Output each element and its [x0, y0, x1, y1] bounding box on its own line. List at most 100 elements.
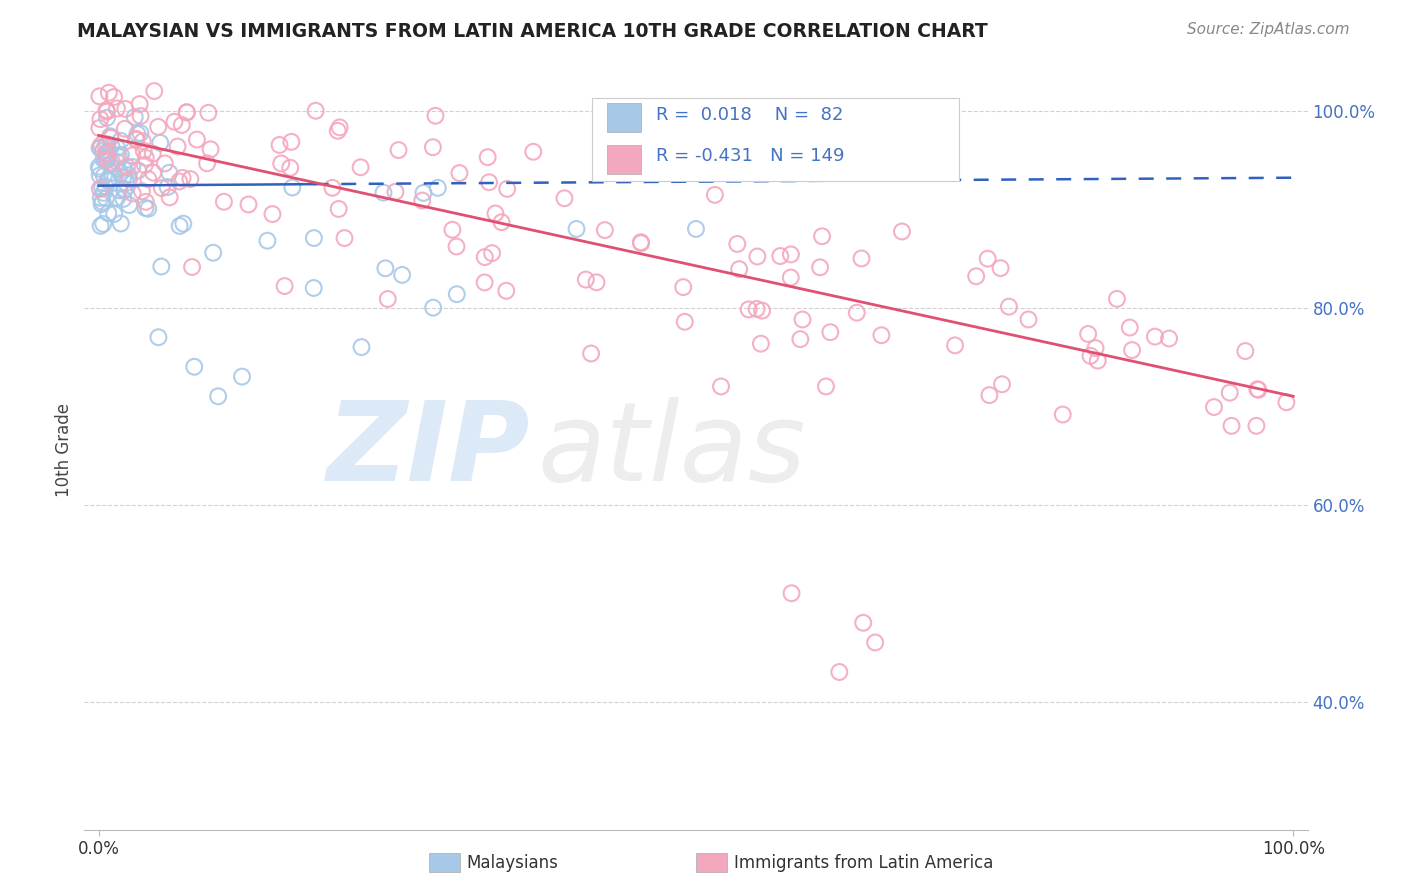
Point: [195, 156, 218, 170]
Point: [91, 180, 114, 194]
Point: [181, 260, 204, 274]
Text: Malaysians: Malaysians: [467, 854, 558, 871]
Point: [256, 234, 278, 248]
Point: [143, 84, 166, 98]
Point: [751, 303, 773, 318]
Point: [103, 90, 125, 104]
Point: [176, 105, 198, 120]
Point: [142, 146, 165, 161]
Point: [737, 302, 759, 317]
Point: [110, 148, 132, 162]
Point: [138, 172, 160, 186]
Point: [132, 134, 155, 148]
Point: [166, 139, 188, 153]
Point: [115, 176, 138, 190]
Point: [1246, 382, 1268, 396]
Point: [96, 174, 118, 188]
Point: [302, 231, 325, 245]
Point: [446, 287, 468, 301]
Point: [93, 169, 115, 183]
Point: [131, 184, 153, 198]
Point: [1143, 329, 1166, 343]
Point: [710, 379, 733, 393]
Point: [96, 104, 118, 119]
Point: [328, 202, 350, 216]
Point: [156, 180, 179, 194]
Point: [97, 144, 120, 158]
Point: [114, 182, 136, 196]
Point: [672, 280, 695, 294]
Point: [828, 665, 851, 679]
Point: [769, 249, 792, 263]
Point: [107, 150, 129, 164]
Point: [100, 130, 122, 145]
Point: [97, 206, 120, 220]
Point: [200, 142, 222, 156]
Point: [105, 154, 128, 169]
Point: [373, 186, 395, 200]
Point: [110, 217, 132, 231]
Point: [115, 160, 138, 174]
Point: [90, 138, 112, 153]
Point: [93, 153, 115, 167]
Point: [326, 124, 349, 138]
Point: [321, 181, 343, 195]
Point: [553, 191, 575, 205]
Point: [90, 219, 112, 233]
Point: [728, 262, 751, 277]
Point: [97, 148, 120, 162]
Point: [112, 192, 135, 206]
Point: [863, 635, 886, 649]
Point: [163, 115, 186, 129]
Point: [269, 137, 291, 152]
Point: [280, 135, 302, 149]
Point: [202, 245, 225, 260]
Point: [135, 201, 157, 215]
Point: [1219, 385, 1241, 400]
Point: [105, 191, 128, 205]
Point: [125, 133, 148, 147]
Point: [673, 315, 696, 329]
Point: [685, 222, 707, 236]
Point: [426, 181, 449, 195]
Point: [100, 166, 122, 180]
Point: [496, 182, 519, 196]
Point: [124, 110, 146, 124]
Point: [484, 206, 506, 220]
Point: [90, 191, 112, 205]
Point: [990, 261, 1012, 276]
Y-axis label: 10th Grade: 10th Grade: [55, 403, 73, 498]
Text: MALAYSIAN VS IMMIGRANTS FROM LATIN AMERICA 10TH GRADE CORRELATION CHART: MALAYSIAN VS IMMIGRANTS FROM LATIN AMERI…: [77, 22, 988, 41]
Point: [231, 369, 253, 384]
Point: [179, 172, 201, 186]
Point: [96, 137, 118, 152]
Point: [891, 224, 914, 238]
Point: [127, 163, 149, 178]
Point: [780, 586, 803, 600]
Point: [811, 229, 834, 244]
Point: [89, 112, 111, 127]
Point: [105, 141, 128, 155]
Point: [1087, 353, 1109, 368]
Point: [270, 156, 292, 170]
Point: [101, 156, 124, 170]
Point: [749, 336, 772, 351]
FancyBboxPatch shape: [592, 98, 959, 181]
Point: [1105, 292, 1128, 306]
Point: [121, 148, 143, 162]
Point: [135, 194, 157, 209]
Point: [167, 174, 190, 188]
Point: [94, 151, 117, 165]
Point: [1157, 332, 1180, 346]
Point: [110, 134, 132, 148]
Point: [148, 330, 170, 344]
Point: [197, 105, 219, 120]
Point: [747, 250, 769, 264]
Point: [725, 236, 748, 251]
Point: [159, 190, 181, 204]
Point: [302, 281, 325, 295]
Point: [87, 160, 110, 174]
Point: [495, 284, 517, 298]
Point: [114, 102, 136, 116]
Point: [422, 140, 444, 154]
